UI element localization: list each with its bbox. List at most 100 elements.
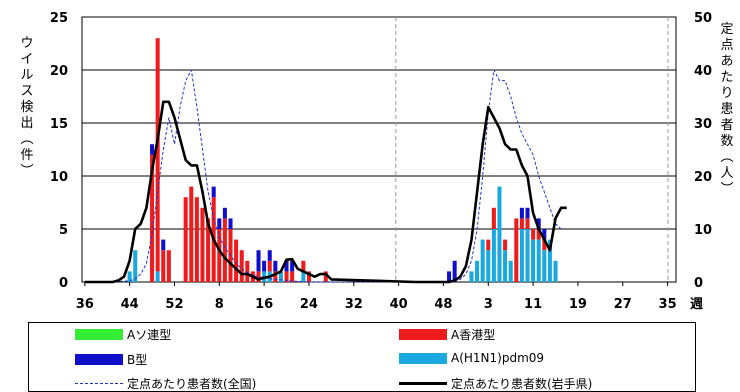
- legend-item-iwate: 定点あたり患者数(岩手県): [399, 375, 592, 392]
- bar-pdm: [531, 239, 536, 282]
- bar-hongkong: [222, 218, 227, 282]
- ylabel-left-char: 件: [20, 148, 34, 163]
- influenza-chart: 0 5 10 15 20 25 0 10 20 30 40 50 36 44 52 8 16 24 32 40 48 3 1…: [50, 11, 712, 312]
- bar-hongkong: [155, 38, 160, 272]
- bar-pdm: [469, 271, 474, 282]
- gridlines: [82, 17, 676, 282]
- y-right-tick-label: 30: [694, 117, 712, 132]
- ylabel-left-char: ス: [20, 84, 34, 99]
- bar-b: [542, 229, 547, 240]
- bar-hongkong: [519, 218, 524, 229]
- x-tick-label: 19: [569, 297, 587, 312]
- bar-b: [267, 250, 272, 261]
- bar-pdm: [486, 250, 491, 282]
- y-right-tick-label: 20: [694, 170, 712, 185]
- bar-hongkong: [301, 260, 306, 272]
- bar-pdm: [480, 239, 485, 282]
- legend-label-pdm: A(H1N1)pdm09: [451, 351, 545, 365]
- bar-hongkong: [491, 207, 496, 229]
- legend-label-soviet: Aソ連型: [127, 328, 172, 342]
- bar-hongkong: [290, 271, 295, 282]
- legend-label-iwate: 定点あたり患者数(岩手県): [451, 377, 593, 391]
- bar-hongkong: [267, 260, 272, 272]
- bar-pdm: [475, 260, 480, 282]
- axes: 0 5 10 15 20 25 0 10 20 30 40 50 36 44 52 8 16 24 32 40 48 3 1…: [50, 11, 712, 312]
- swatch-b: [75, 354, 123, 365]
- bar-b: [262, 260, 267, 272]
- y-axis-left-label: ウイルス検出 ︵ 件 ︶: [18, 36, 36, 180]
- bar-hongkong: [531, 229, 536, 240]
- bar-pdm: [497, 186, 502, 282]
- bar-hongkong: [194, 197, 199, 282]
- bar-hongkong: [245, 260, 250, 282]
- swatch-pdm: [399, 352, 447, 364]
- bar-b: [256, 250, 261, 272]
- bar-hongkong: [200, 207, 205, 282]
- plot-area: [81, 16, 677, 283]
- patient-lines: [84, 69, 567, 284]
- bar-pdm: [508, 260, 513, 282]
- bar-hongkong: [273, 271, 278, 282]
- bar-hongkong: [256, 271, 261, 282]
- bar-b: [222, 207, 227, 219]
- y-right-tick-label: 10: [694, 223, 712, 238]
- bar-hongkong: [234, 239, 239, 282]
- bar-pdm: [503, 250, 508, 282]
- x-tick-label: 40: [390, 297, 408, 312]
- x-axis-unit: 週: [690, 297, 703, 312]
- bar-pdm: [133, 250, 138, 282]
- ylabel-left-char: ル: [20, 68, 34, 83]
- ylabel-left-char: ︶: [20, 164, 34, 179]
- bar-pdm: [155, 271, 160, 282]
- bar-pdm: [553, 260, 558, 282]
- bar-b: [284, 260, 289, 272]
- bar-pdm: [542, 250, 547, 282]
- ylabel-right-char: 人: [720, 166, 734, 181]
- x-tick-label: 35: [659, 297, 677, 312]
- bar-hongkong: [189, 186, 194, 282]
- bar-pdm: [278, 271, 283, 282]
- bar-hongkong: [514, 218, 519, 282]
- bar-pdm: [301, 271, 306, 282]
- x-tick-label: 52: [165, 297, 183, 312]
- bar-pdm: [547, 239, 552, 282]
- bar-b: [290, 260, 295, 272]
- ylabel-left-char: ウ: [20, 36, 34, 51]
- ylabel-right-char: 者: [720, 118, 734, 133]
- x-tick-label: 27: [614, 297, 632, 312]
- bar-hongkong: [166, 250, 171, 282]
- bar-hongkong: [206, 218, 211, 282]
- legend-item-soviet: Aソ連型: [75, 326, 171, 343]
- y-left-tick-label: 5: [59, 223, 68, 238]
- x-tick-label: 3: [484, 297, 493, 312]
- ylabel-right-char: 患: [720, 102, 734, 117]
- bar-b: [447, 271, 452, 282]
- bar-hongkong: [183, 197, 188, 282]
- bar-hongkong: [239, 250, 244, 282]
- bar-b: [273, 260, 278, 272]
- ylabel-right-char: ︵: [720, 150, 734, 165]
- legend-label-national: 定点あたり患者数(全国): [127, 377, 257, 391]
- bar-b: [525, 207, 530, 219]
- x-tick-label: 24: [300, 297, 318, 312]
- swatch-iwate: [399, 382, 447, 385]
- line-national: [84, 69, 562, 283]
- ylabel-left-char: ︵: [20, 132, 34, 147]
- legend-item-b: B型: [75, 351, 147, 368]
- y-left-tick-label: 25: [50, 11, 68, 26]
- bar-hongkong: [536, 229, 541, 240]
- bar-hongkong: [503, 239, 508, 251]
- virus-detection-bars: [127, 38, 558, 282]
- bar-hongkong: [486, 239, 491, 251]
- ylabel-right-char: 定: [720, 22, 734, 37]
- swatch-hongkong: [399, 329, 447, 340]
- y-right-tick-label: 50: [694, 11, 712, 26]
- bar-hongkong: [525, 218, 530, 229]
- bar-b: [452, 260, 457, 282]
- bar-pdm: [519, 229, 524, 282]
- bar-b: [161, 239, 166, 251]
- ylabel-left-char: 検: [20, 100, 34, 115]
- legend-label-b: B型: [127, 353, 148, 367]
- ylabel-right-char: り: [720, 86, 734, 101]
- swatch-national: [75, 383, 123, 384]
